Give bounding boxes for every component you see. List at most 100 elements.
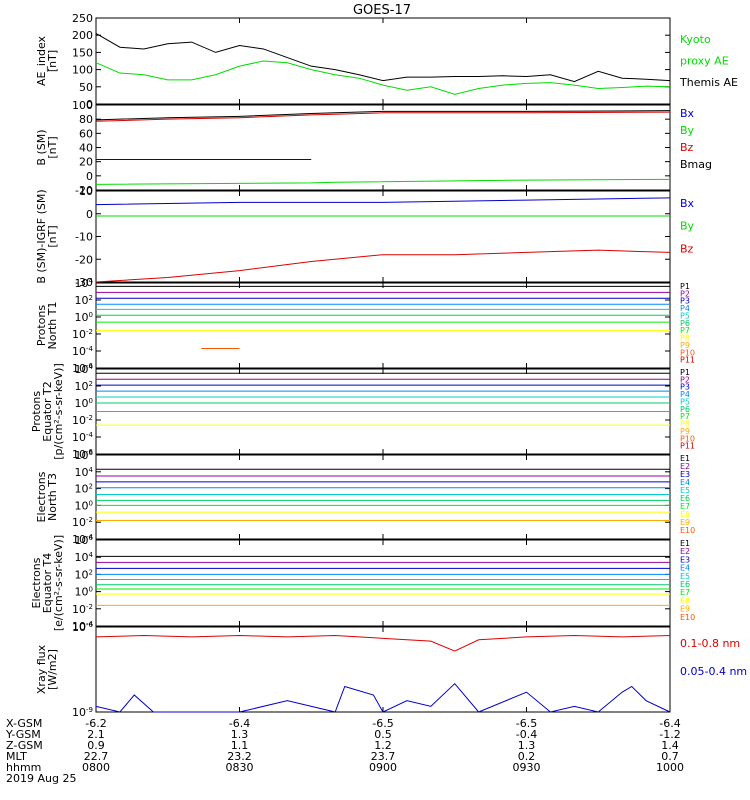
- y-tick-label: 106: [75, 449, 94, 462]
- footer-date: 2019 Aug 25: [6, 772, 76, 785]
- legend-entry: E8: [680, 596, 690, 605]
- legend-entry: Bz: [680, 242, 694, 255]
- y-tick-label: 10-2: [72, 603, 93, 616]
- series-line: [95, 682, 671, 713]
- series-line: [95, 60, 671, 95]
- footer-row-label: Z-GSM: [6, 739, 43, 752]
- footer-cell: -6.5: [516, 717, 537, 730]
- footer-row-label: MLT: [6, 750, 27, 763]
- y-tick-label: 102: [75, 294, 93, 307]
- series-line: [95, 110, 671, 121]
- y-tick-label: 100: [75, 397, 93, 410]
- y-axis-label: North T3: [46, 473, 59, 521]
- footer-cell: 0900: [369, 761, 397, 774]
- y-tick-label: 10-4: [72, 345, 94, 358]
- y-tick-label: 10-6: [72, 448, 94, 461]
- y-tick-label: 250: [72, 12, 93, 25]
- legend-entry: E9: [680, 518, 690, 527]
- y-tick-label: 10-2: [72, 328, 93, 341]
- footer-cell: 1.1: [231, 739, 249, 752]
- legend-entry: P6: [680, 319, 690, 328]
- series-line: [95, 111, 671, 122]
- legend-entry: P1: [680, 368, 690, 377]
- legend-entry: Kyoto: [680, 33, 711, 46]
- y-tick-label: 40: [79, 142, 93, 155]
- y-tick-label: 100: [75, 311, 93, 324]
- footer-cell: 22.7: [84, 750, 109, 763]
- legend-entry: proxy AE: [680, 55, 729, 68]
- footer-cell: 0.7: [661, 750, 679, 763]
- footer-cell: 0800: [82, 761, 110, 774]
- y-tick-label: 10-6: [72, 621, 94, 634]
- y-axis-label: AE_index: [35, 35, 48, 86]
- legend-entry: E3: [680, 470, 690, 479]
- legend-entry: P10: [680, 348, 695, 357]
- footer-cell: -6.4: [229, 717, 250, 730]
- footer-cell: 0830: [226, 761, 254, 774]
- y-tick-label: 0: [86, 208, 93, 221]
- footer-cell: 0.9: [87, 739, 105, 752]
- panel-8: 10-6 10-9 Xray flux[W/m2] 0.1-0.8 nm 0.05-0.…: [35, 621, 747, 719]
- legend-entry: E10: [680, 526, 695, 535]
- legend-entry: 0.05-0.4 nm: [680, 665, 747, 678]
- y-tick-label: 0: [86, 170, 93, 183]
- legend-entry: E4: [680, 478, 690, 487]
- y-tick-label: 60: [79, 127, 93, 140]
- legend-entry: E4: [680, 564, 690, 573]
- chart-title: GOES-17: [353, 3, 411, 18]
- legend-entry: E6: [680, 494, 690, 503]
- footer-cell: -6.4: [659, 717, 680, 730]
- y-tick-label: -20: [75, 184, 93, 197]
- y-tick-label: 104: [75, 551, 94, 564]
- legend-entry: E6: [680, 580, 690, 589]
- y-tick-label: 10-4: [72, 620, 94, 633]
- legend-entry: Bx: [680, 107, 695, 120]
- legend-entry: E5: [680, 572, 690, 581]
- legend-entry: P2: [680, 289, 690, 298]
- panel-frame: [95, 190, 671, 283]
- footer-cell: -6.2: [85, 717, 106, 730]
- footer-row-label: Y-GSM: [5, 728, 41, 741]
- y-axis-label: Xray flux: [35, 644, 48, 694]
- legend-entry: P7: [680, 412, 690, 421]
- legend-entry: P4: [680, 390, 690, 399]
- y-tick-label: 10: [79, 185, 93, 198]
- y-axis-label: Electrons: [35, 471, 48, 522]
- panel-frame: [95, 454, 671, 540]
- panel-3: -30 -20 -10 0 10 B (SM)-IGRF (SM)[nT] Bx By Bz: [35, 185, 695, 289]
- legend-entry: P10: [680, 434, 695, 443]
- footer-cell: 1000: [656, 761, 684, 774]
- footer-row-label: X-GSM: [6, 717, 42, 730]
- footer-cell: 1.4: [661, 739, 679, 752]
- legend-entry: E7: [680, 502, 690, 511]
- legend-entry: Bz: [680, 141, 694, 154]
- legend-entry: P11: [680, 442, 695, 451]
- y-tick-label: 100: [75, 586, 93, 599]
- y-tick-label: 50: [79, 81, 93, 94]
- series-line: [95, 33, 671, 83]
- legend-entry: E7: [680, 588, 690, 597]
- y-tick-label: 10-6: [72, 362, 94, 375]
- legend-entry: P9: [680, 341, 690, 350]
- legend-entry: P4: [680, 304, 690, 313]
- footer-cell: 1.3: [518, 739, 536, 752]
- y-axis-label: [p/(cm²-s-sr-keV)]: [52, 363, 65, 460]
- legend-entry: By: [680, 220, 695, 233]
- legend-entry: P9: [680, 427, 690, 436]
- y-axis-label: [nT]: [46, 225, 59, 247]
- y-axis-label: Equator T4: [41, 553, 54, 613]
- legend-entry: E2: [680, 547, 690, 556]
- y-tick-label: 10-4: [72, 533, 94, 546]
- y-axis-label: [e/(cm²-s-sr-keV)]: [52, 535, 65, 631]
- legend-entry: P8: [680, 334, 690, 343]
- y-tick-label: 80: [79, 113, 93, 126]
- y-axis-label: B (SM)-IGRF (SM): [35, 189, 48, 283]
- footer-cell: 1.2: [374, 739, 392, 752]
- legend-entry: P7: [680, 326, 690, 335]
- legend-entry: E1: [680, 539, 690, 548]
